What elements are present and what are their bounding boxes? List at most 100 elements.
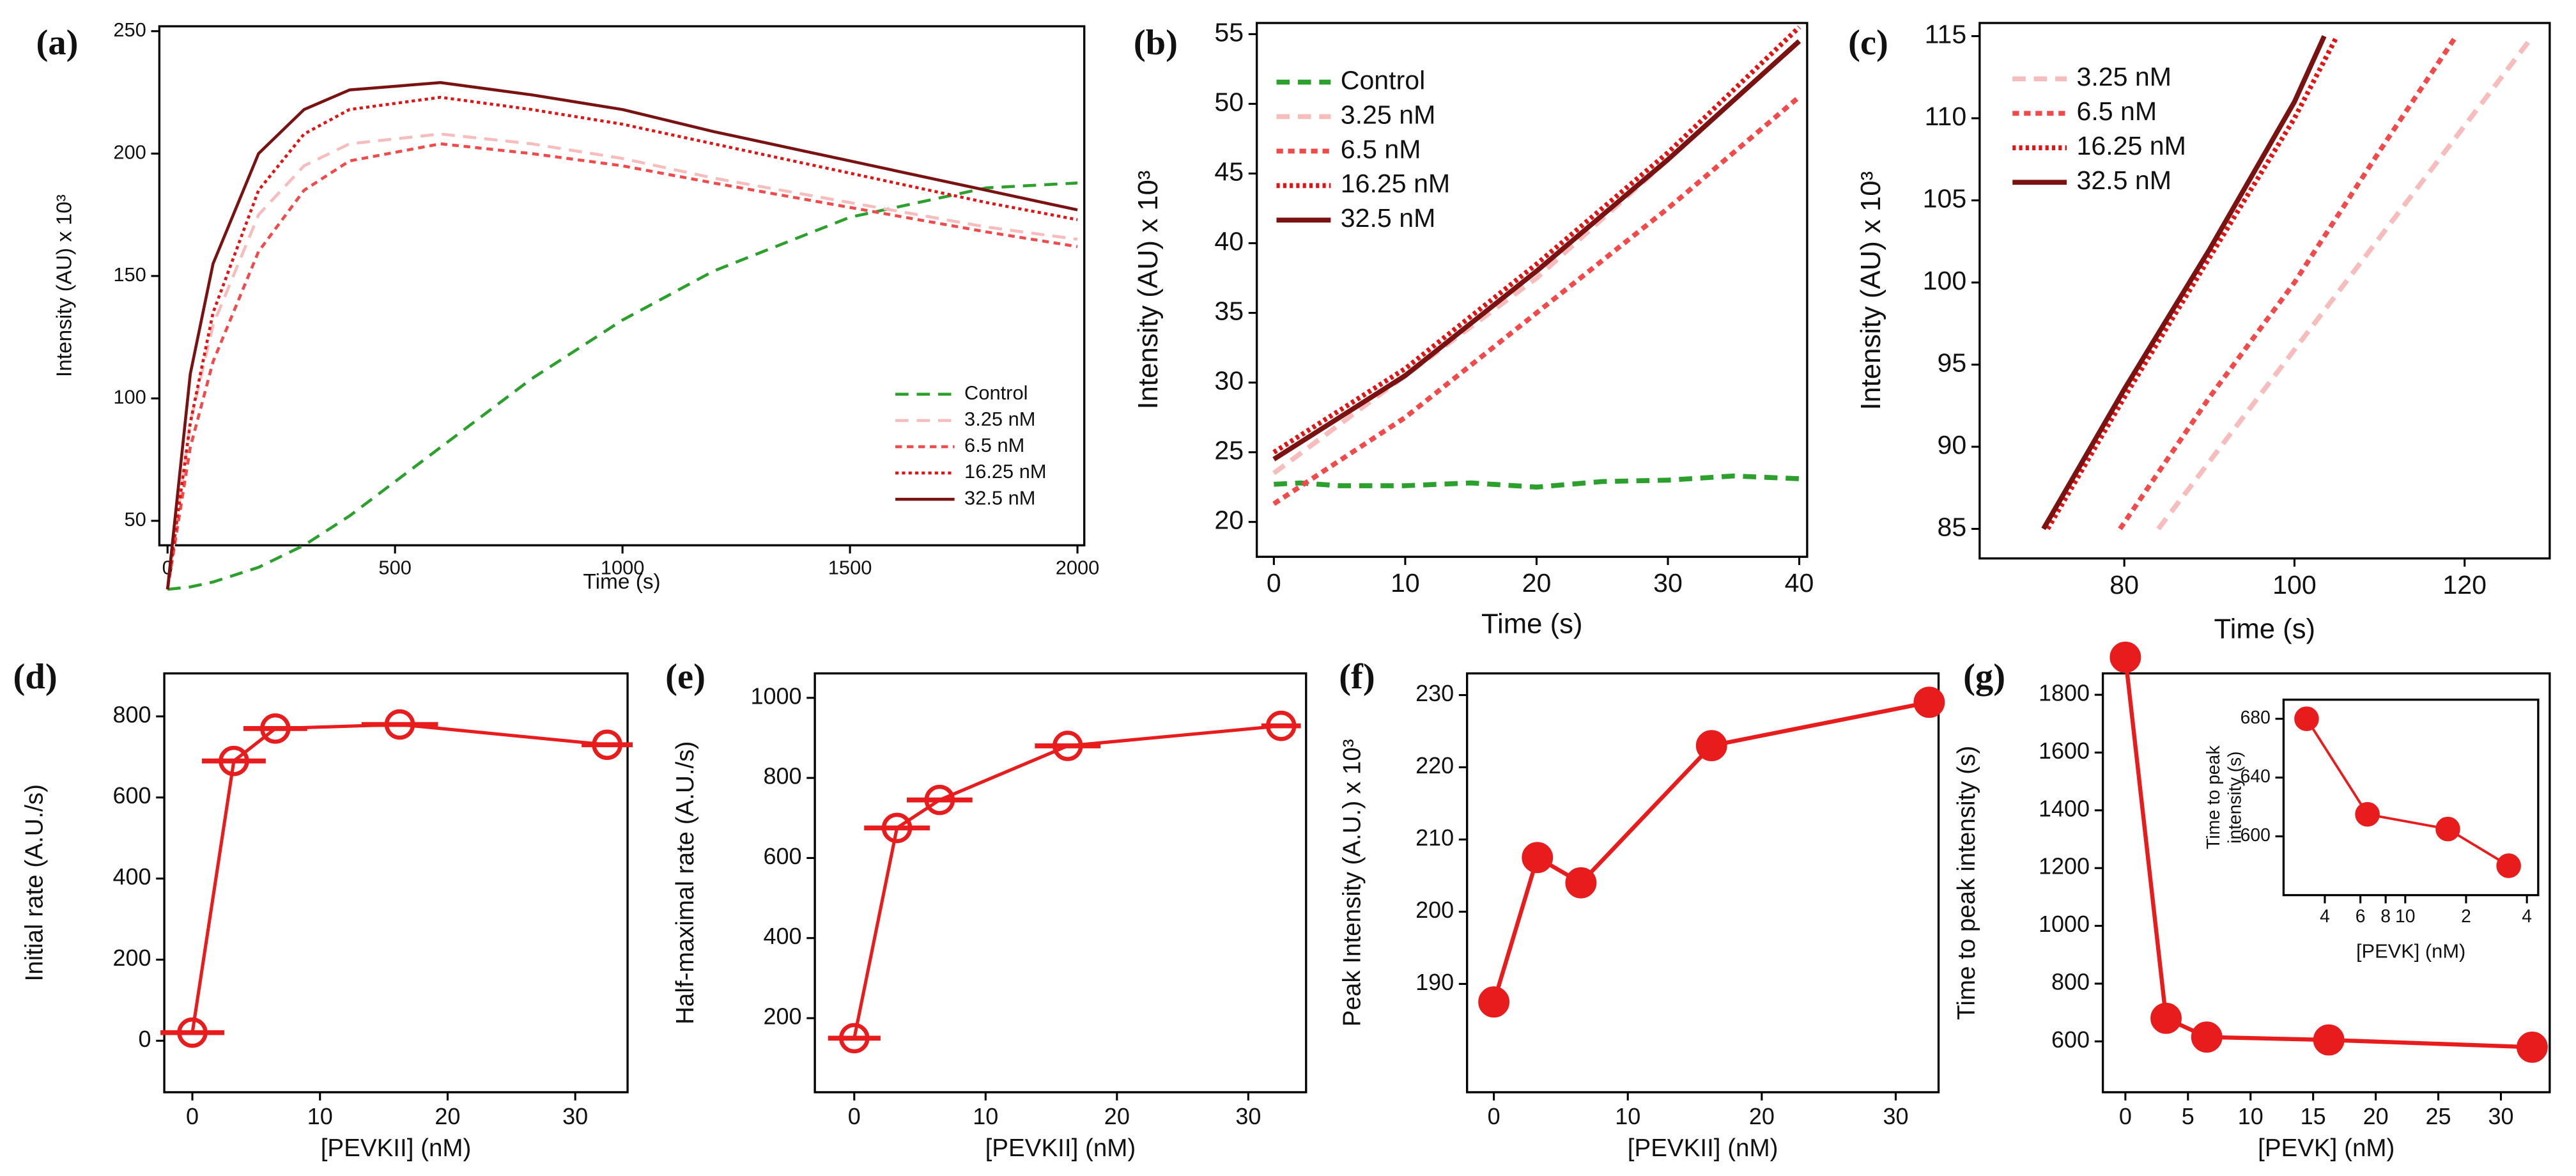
x-axis-label: [PEVKII] (nM) xyxy=(1628,1134,1778,1162)
y-tick-label: 200 xyxy=(112,945,151,971)
data-point xyxy=(2109,641,2141,673)
y-tick-label: 230 xyxy=(1415,680,1454,706)
x-tick-label: 30 xyxy=(1653,568,1683,598)
y-tick-label: 25 xyxy=(1214,435,1244,465)
x-tick-label: 2000 xyxy=(1056,556,1100,578)
panel-label: (e) xyxy=(665,657,706,697)
legend-label: 16.25 nM xyxy=(964,460,1047,483)
x-tick-label: 25 xyxy=(2426,1103,2451,1129)
y-axis-label: Intensity (AU) x 10³ xyxy=(1855,171,1886,410)
panel-label: (f) xyxy=(1339,657,1375,697)
panel: (d) 0 10 20 30 0 200 400 600 800 [PEVKII] (nM) Init… xyxy=(13,657,633,1162)
y-tick-label: 55 xyxy=(1214,17,1244,47)
y-tick-label: 1000 xyxy=(2039,911,2090,937)
data-point xyxy=(177,1017,208,1048)
x-tick-label: 1500 xyxy=(828,556,872,578)
panel: (g) 0 5 10 15 20 25 30 600 800 1000 1200 1400 1600 180… xyxy=(1953,641,2551,1162)
y-tick-label: 35 xyxy=(1214,296,1244,325)
data-line xyxy=(2305,718,2510,867)
x-axis-label: [PEVKII] (nM) xyxy=(321,1134,472,1162)
y-tick-label: 400 xyxy=(112,863,151,890)
plot-frame xyxy=(2282,699,2540,897)
data-line xyxy=(166,142,1078,590)
x-tick-label: 30 xyxy=(562,1103,588,1129)
data-point xyxy=(1052,731,1083,761)
x-tick-label: 10 xyxy=(2395,906,2415,926)
data-point xyxy=(1565,867,1597,899)
data-point xyxy=(260,713,291,744)
x-tick-label: 20 xyxy=(1749,1103,1775,1129)
legend-label: 6.5 nM xyxy=(964,434,1024,456)
x-tick-label: 6 xyxy=(2356,906,2366,926)
y-tick-label: 800 xyxy=(764,763,802,789)
y-tick-label: 50 xyxy=(124,508,146,530)
x-axis-label: Time (s) xyxy=(1481,608,1583,640)
y-tick-label: 100 xyxy=(113,385,146,408)
x-tick-label: 0 xyxy=(848,1103,861,1129)
y-tick-label: 200 xyxy=(764,1003,802,1030)
plot-frame xyxy=(1466,672,1940,1094)
y-tick-label: 85 xyxy=(1937,512,1966,541)
legend-label: 3.25 nM xyxy=(1341,100,1436,129)
plot-frame xyxy=(1255,22,1809,558)
x-tick-label: 0 xyxy=(1488,1103,1500,1129)
data-line xyxy=(2118,35,2458,530)
x-axis-label: Time (s) xyxy=(2214,613,2316,644)
y-tick-label: 1400 xyxy=(2039,795,2090,821)
x-tick-label: 80 xyxy=(2109,570,2139,600)
y-tick-label: 0 xyxy=(138,1026,151,1052)
y-tick-label: 800 xyxy=(112,701,151,727)
legend-label: 32.5 nM xyxy=(964,486,1035,509)
data-point xyxy=(2294,706,2319,731)
panel: (f) 0 10 20 30 190 200 210 220 230 [PEVKII] (nM) Pe… xyxy=(1339,657,1945,1162)
legend-label: Control xyxy=(1341,65,1426,95)
x-tick-label: 20 xyxy=(435,1103,460,1129)
panel: (c) 80 100 120 85 90 95 100 105 110 115 Time (s) Int… xyxy=(1848,19,2551,644)
x-tick-label: 4 xyxy=(2320,906,2330,926)
x-tick-label: 0 xyxy=(186,1103,199,1129)
x-tick-label: 20 xyxy=(1104,1103,1130,1129)
panel-label: (a) xyxy=(36,23,79,63)
y-tick-label: 600 xyxy=(112,782,151,808)
x-tick-label: 500 xyxy=(378,556,411,578)
data-line xyxy=(166,81,1078,590)
legend-label: 6.5 nM xyxy=(2076,97,2157,126)
y-tick-label: 400 xyxy=(764,923,802,949)
data-point xyxy=(2313,1024,2345,1056)
legend-label: 32.5 nM xyxy=(2076,166,2171,195)
y-tick-label: 105 xyxy=(1923,183,1967,213)
panel-label: (c) xyxy=(1848,23,1888,63)
y-tick-label: 1200 xyxy=(2039,853,2090,879)
x-tick-label: 5 xyxy=(2182,1103,2194,1129)
data-line xyxy=(1272,25,1801,454)
x-tick-label: 40 xyxy=(1785,568,1814,598)
data-point xyxy=(1913,686,1945,718)
y-tick-label: 95 xyxy=(1937,348,1966,377)
x-axis-label: [PEVKII] (nM) xyxy=(985,1134,1136,1162)
data-point xyxy=(1265,710,1297,741)
y-tick-label: 110 xyxy=(1925,102,1967,131)
legend-label: 32.5 nM xyxy=(1341,203,1436,233)
data-line xyxy=(2041,35,2327,530)
y-tick-label: 45 xyxy=(1214,157,1244,186)
y-tick-label: 1000 xyxy=(750,683,801,709)
y-tick-label: 50 xyxy=(1214,87,1244,116)
data-point xyxy=(1522,842,1554,874)
x-tick-label: 15 xyxy=(2301,1103,2326,1129)
y-tick-label: 1800 xyxy=(2039,680,2090,706)
data-line xyxy=(2156,35,2535,530)
y-axis-label: Peak Intensity (A.U.) x 10³ xyxy=(1339,739,1366,1026)
x-tick-label: 10 xyxy=(973,1103,998,1129)
y-axis-label: Intensity (AU) x 10³ xyxy=(1132,171,1164,410)
x-tick-label: 1000 xyxy=(601,556,645,578)
x-tick-label: 10 xyxy=(2238,1103,2264,1129)
y-axis-label: Time to peak xyxy=(2203,745,2223,849)
data-point xyxy=(838,1023,870,1054)
y-tick-label: 220 xyxy=(1415,752,1454,778)
y-tick-label: 600 xyxy=(764,843,802,869)
panel-label: (b) xyxy=(1134,23,1178,63)
plot-frame xyxy=(1978,22,2551,560)
x-tick-label: 8 xyxy=(2380,906,2391,926)
